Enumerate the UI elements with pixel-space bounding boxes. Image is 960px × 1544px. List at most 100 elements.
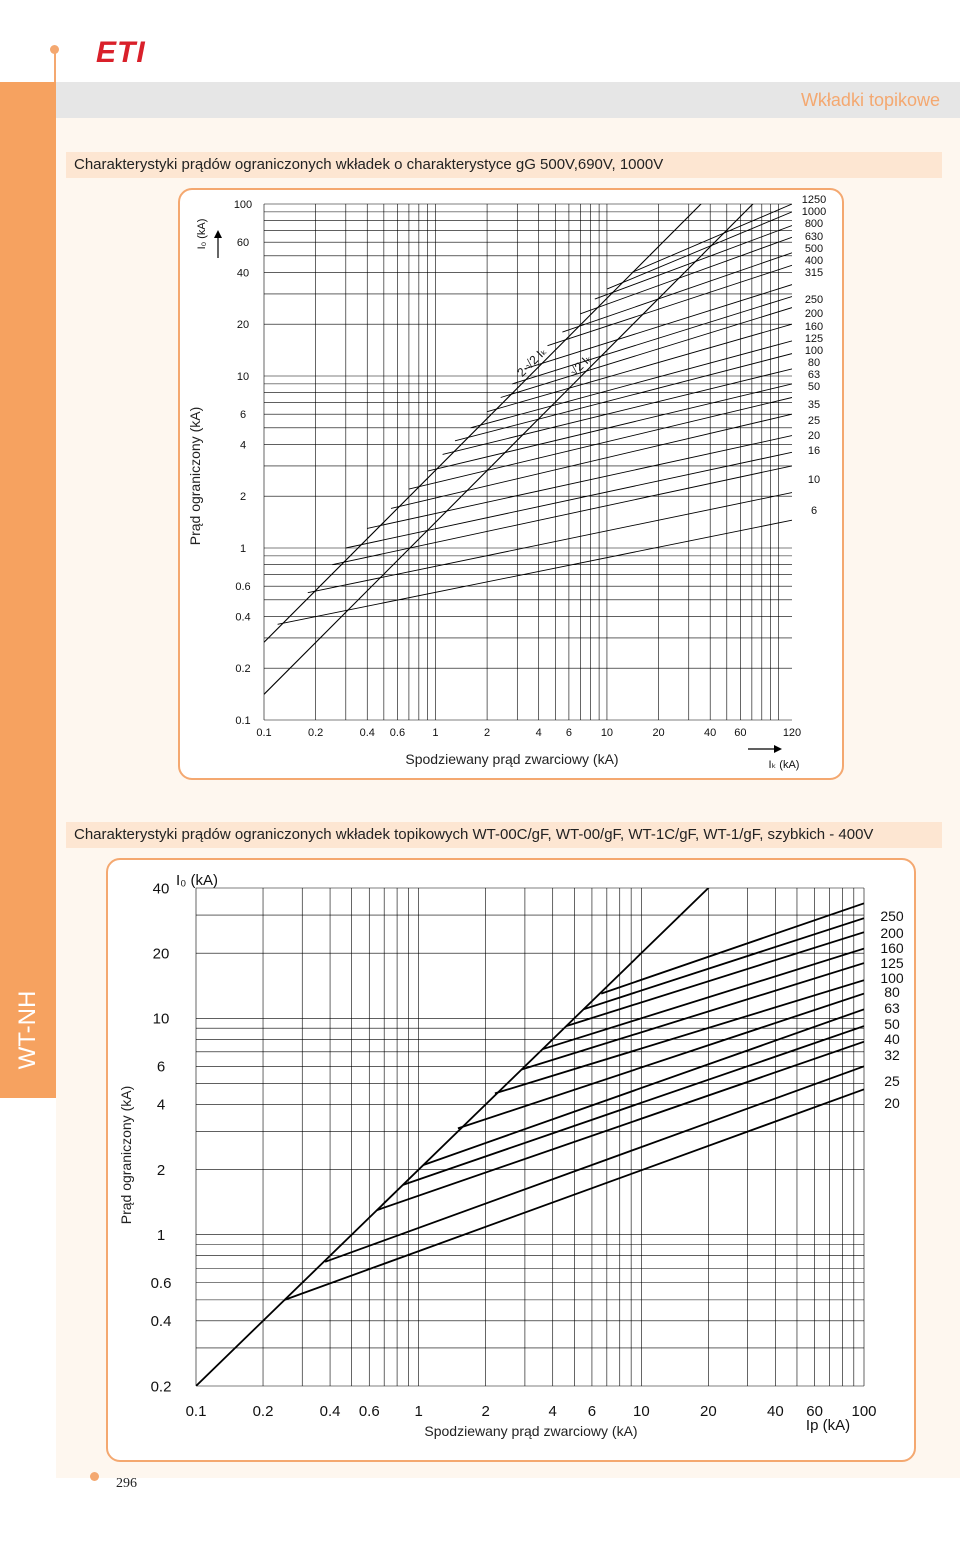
series-line-400 xyxy=(547,264,792,347)
rating-label: 160 xyxy=(880,940,904,956)
x-tick-label: 20 xyxy=(652,727,664,739)
x-tick-label: 10 xyxy=(601,727,613,739)
x-tick-label: 60 xyxy=(734,727,746,739)
x-axis-unit: Iₖ (kA) xyxy=(769,759,800,771)
decor-line xyxy=(54,48,56,86)
reference-line xyxy=(264,204,754,695)
y-tick-label: 0.2 xyxy=(151,1378,172,1395)
y-tick-label: 0.4 xyxy=(151,1313,172,1330)
x-tick-label: 6 xyxy=(566,727,572,739)
x-tick-label: 4 xyxy=(549,1403,557,1420)
x-tick-label: 100 xyxy=(851,1403,876,1420)
series-line-160 xyxy=(486,323,792,413)
series-line-160 xyxy=(565,931,864,1027)
y-tick-label: 60 xyxy=(237,237,249,249)
x-axis-title: Spodziewany prąd zwarciowy (kA) xyxy=(424,1423,637,1439)
y-tick-label: 0.6 xyxy=(235,581,250,593)
x-tick-label: 2 xyxy=(484,727,490,739)
rating-label: 500 xyxy=(805,243,823,255)
rating-label: 25 xyxy=(808,415,820,427)
series-line-20 xyxy=(345,451,792,549)
rating-label: 20 xyxy=(884,1095,900,1111)
y-axis-title: Prąd ograniczony (kA) xyxy=(187,407,203,546)
x-tick-label: 0.2 xyxy=(308,727,323,739)
series-line-80 xyxy=(494,979,864,1095)
x-tick-label: 20 xyxy=(700,1403,717,1420)
series-line-1250 xyxy=(631,204,792,273)
rating-label: 200 xyxy=(805,308,823,320)
x-tick-label: 0.4 xyxy=(320,1403,341,1420)
reference-line xyxy=(196,888,710,1386)
rating-label: 25 xyxy=(884,1073,900,1089)
y-tick-label: 40 xyxy=(237,267,249,279)
rating-label: 100 xyxy=(805,345,823,357)
series-line-315 xyxy=(524,284,792,370)
y-tick-label: 4 xyxy=(157,1097,165,1114)
series-line-630 xyxy=(580,236,792,315)
series-line-500 xyxy=(562,252,792,333)
rating-label: 160 xyxy=(805,321,823,333)
reference-line xyxy=(264,204,702,643)
y-tick-label: 10 xyxy=(153,1011,170,1028)
sidebar-band xyxy=(0,82,56,1098)
x-tick-label: 0.4 xyxy=(360,727,375,739)
series-line-25 xyxy=(324,1065,864,1263)
rating-label: 6 xyxy=(811,505,817,517)
x-tick-label: 40 xyxy=(704,727,716,739)
page-number-dot xyxy=(90,1472,99,1481)
rating-label: 125 xyxy=(880,955,904,971)
y-axis-arrow-head xyxy=(214,230,222,238)
rating-label: 32 xyxy=(884,1047,900,1063)
series-line-63 xyxy=(427,383,792,472)
series-group xyxy=(264,204,792,695)
x-tick-label: 1 xyxy=(432,727,438,739)
series-line-250 xyxy=(600,902,864,995)
series-line-200 xyxy=(500,307,792,398)
chart-frame-gg xyxy=(178,188,844,780)
rating-label: 400 xyxy=(805,255,823,267)
rating-label: 80 xyxy=(808,357,820,369)
series-line-10 xyxy=(307,492,792,594)
rating-label: 125 xyxy=(805,333,823,345)
rating-label: 200 xyxy=(880,925,904,941)
series-line-250 xyxy=(512,296,792,385)
y-axis-unit: I₀ (kA) xyxy=(196,219,208,250)
rating-label: 630 xyxy=(805,231,823,243)
x-tick-label: 0.2 xyxy=(253,1403,274,1420)
page-number: 296 xyxy=(116,1476,137,1491)
x-tick-label: 6 xyxy=(588,1403,596,1420)
x-tick-label: 0.6 xyxy=(359,1403,380,1420)
y-tick-label: 6 xyxy=(240,409,246,421)
series-line-80 xyxy=(442,368,792,455)
rating-label: 63 xyxy=(808,369,820,381)
x-tick-label: 0.6 xyxy=(390,727,405,739)
rating-label: 250 xyxy=(805,294,823,306)
x-tick-label: 10 xyxy=(633,1403,650,1420)
series-line-20 xyxy=(284,1088,864,1301)
series-line-125 xyxy=(470,340,792,429)
series-line-50 xyxy=(408,397,792,490)
series-line-125 xyxy=(542,947,864,1051)
series-line-32 xyxy=(376,1040,864,1211)
y-tick-label: 0.1 xyxy=(235,715,250,727)
x-tick-label: 2 xyxy=(482,1403,490,1420)
rating-label: 35 xyxy=(808,399,820,411)
y-tick-label: 6 xyxy=(157,1059,165,1076)
rating-label: 1000 xyxy=(802,206,826,218)
rating-label: 20 xyxy=(808,430,820,442)
series-line-800 xyxy=(594,225,792,300)
series-line-100 xyxy=(521,962,864,1071)
rating-label: 80 xyxy=(884,984,900,1000)
y-tick-label: 2 xyxy=(240,491,246,503)
x-tick-label: 60 xyxy=(806,1403,823,1420)
series-line-63 xyxy=(457,992,864,1130)
x-axis-arrow-head xyxy=(774,745,782,753)
rating-label: 10 xyxy=(808,474,820,486)
y-tick-label: 0.6 xyxy=(151,1275,172,1292)
header-bar: Wkładki topikowe xyxy=(56,82,960,118)
rating-label: 16 xyxy=(808,445,820,457)
page-header-title: Wkładki topikowe xyxy=(800,90,940,110)
series-group xyxy=(196,888,864,1386)
